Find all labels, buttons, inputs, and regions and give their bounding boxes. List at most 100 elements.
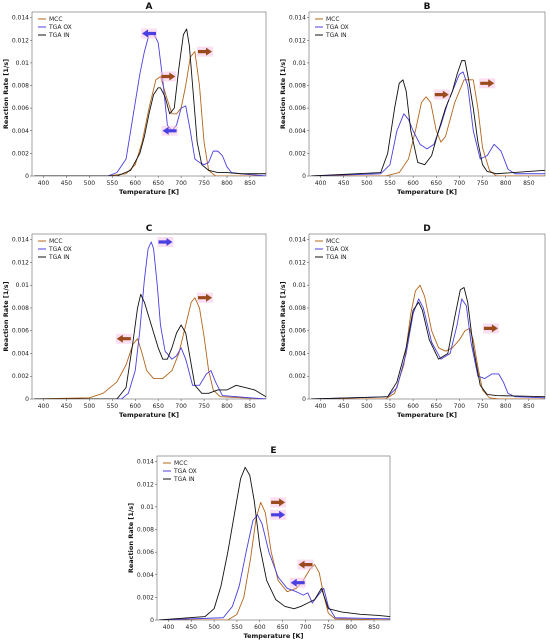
x-tick-label: 650 bbox=[152, 403, 164, 410]
x-axis-label: Temperature [K] bbox=[397, 188, 457, 196]
x-tick-label: 550 bbox=[384, 180, 396, 187]
plot-frame bbox=[31, 233, 267, 400]
series-line-mcc bbox=[311, 79, 545, 176]
x-tick-label: 650 bbox=[431, 403, 443, 410]
y-tick-label: 0 bbox=[25, 173, 29, 180]
series-line-mcc bbox=[159, 501, 390, 620]
legend-entry: TGA IN bbox=[325, 32, 347, 39]
x-tick-label: 600 bbox=[130, 180, 142, 187]
chart-panel-C: C 400 450 500 550 600 650 700 750 800 850 0 0.002 0.0… bbox=[2, 224, 267, 419]
x-axis-label: Temperature [K] bbox=[397, 411, 457, 419]
chart-panel-E: E 400 450 500 550 600 650 700 750 800 850 0 0.002 0.0… bbox=[127, 446, 391, 640]
chart-panel-B: B 400 450 500 550 600 650 700 750 800 850 0 0.002 0.0… bbox=[279, 2, 546, 196]
series-line-tga-in bbox=[311, 287, 545, 399]
y-tick-label: 0.01 bbox=[16, 60, 30, 67]
x-tick-label: 750 bbox=[198, 180, 210, 187]
series-line-tga-ox bbox=[34, 33, 266, 176]
y-tick-label: 0.006 bbox=[12, 328, 29, 335]
legend-entry: MCC bbox=[49, 238, 63, 245]
y-tick-label: 0.012 bbox=[289, 259, 306, 266]
x-tick-label: 800 bbox=[221, 403, 233, 410]
brown-arrow-right-icon bbox=[433, 89, 450, 100]
x-tick-label: 800 bbox=[500, 180, 512, 187]
y-tick-label: 0.006 bbox=[289, 328, 306, 335]
legend-entry: TGA IN bbox=[173, 476, 195, 483]
y-tick-label: 0.008 bbox=[289, 83, 306, 90]
y-tick-label: 0.004 bbox=[289, 128, 306, 135]
legend-entry: TGA OX bbox=[325, 246, 349, 253]
y-axis-label: Reaction Rate [1/s] bbox=[2, 281, 10, 351]
x-tick-label: 700 bbox=[300, 624, 312, 631]
legend-entry: TGA OX bbox=[173, 468, 197, 475]
y-axis-label: Reaction Rate [1/s] bbox=[127, 503, 135, 573]
x-axis-label: Temperature [K] bbox=[119, 188, 179, 196]
x-tick-label: 700 bbox=[454, 403, 466, 410]
x-tick-label: 850 bbox=[523, 180, 535, 187]
legend-entry: TGA IN bbox=[48, 254, 70, 261]
y-tick-label: 0.002 bbox=[12, 373, 29, 380]
y-tick-label: 0.014 bbox=[289, 15, 306, 22]
x-tick-label: 650 bbox=[152, 180, 164, 187]
series-line-tga-in bbox=[159, 466, 390, 620]
x-tick-label: 550 bbox=[384, 403, 396, 410]
x-tick-label: 450 bbox=[61, 403, 73, 410]
y-tick-label: 0 bbox=[25, 396, 29, 403]
x-tick-label: 400 bbox=[163, 624, 175, 631]
x-tick-label: 750 bbox=[477, 180, 489, 187]
x-tick-label: 600 bbox=[254, 624, 266, 631]
y-tick-label: 0.004 bbox=[137, 572, 154, 579]
legend-entry: TGA OX bbox=[325, 24, 349, 31]
x-tick-label: 650 bbox=[431, 180, 443, 187]
x-tick-label: 500 bbox=[84, 403, 96, 410]
x-tick-label: 450 bbox=[61, 180, 73, 187]
y-tick-label: 0.012 bbox=[289, 37, 306, 44]
y-tick-label: 0.006 bbox=[137, 549, 154, 556]
y-tick-label: 0.008 bbox=[289, 305, 306, 312]
y-tick-label: 0.014 bbox=[12, 15, 29, 22]
x-tick-label: 750 bbox=[477, 403, 489, 410]
y-tick-label: 0.002 bbox=[12, 150, 29, 157]
series-line-mcc bbox=[311, 284, 545, 399]
y-tick-label: 0.002 bbox=[289, 373, 306, 380]
series-line-tga-in bbox=[311, 60, 545, 176]
series-line-mcc bbox=[34, 51, 266, 176]
y-tick-label: 0.006 bbox=[12, 105, 29, 112]
x-tick-label: 450 bbox=[338, 180, 350, 187]
y-tick-label: 0 bbox=[150, 617, 154, 624]
y-tick-label: 0.004 bbox=[12, 350, 29, 357]
chart-panel-A: A 400 450 500 550 600 650 700 750 800 850 0 0.002 0.0… bbox=[2, 2, 267, 196]
x-tick-label: 800 bbox=[500, 403, 512, 410]
y-tick-label: 0.008 bbox=[137, 527, 154, 534]
y-tick-label: 0.006 bbox=[289, 105, 306, 112]
x-tick-label: 400 bbox=[315, 180, 327, 187]
brown-arrow-right-icon bbox=[479, 78, 496, 89]
blue-arrow-left-icon bbox=[161, 125, 178, 136]
brown-arrow-right-icon bbox=[196, 292, 213, 303]
series-line-tga-ox bbox=[311, 298, 545, 399]
x-tick-label: 400 bbox=[38, 403, 50, 410]
y-tick-label: 0.01 bbox=[16, 282, 30, 289]
y-tick-label: 0.012 bbox=[12, 259, 29, 266]
y-tick-label: 0.004 bbox=[12, 128, 29, 135]
y-tick-label: 0.004 bbox=[289, 350, 306, 357]
panel-title: C bbox=[146, 224, 153, 234]
panel-title: D bbox=[423, 224, 430, 234]
legend-entry: MCC bbox=[326, 16, 340, 23]
y-tick-label: 0.008 bbox=[12, 305, 29, 312]
x-tick-label: 400 bbox=[315, 403, 327, 410]
legend-entry: TGA IN bbox=[48, 32, 70, 39]
blue-arrow-left-icon bbox=[141, 28, 157, 39]
x-tick-label: 500 bbox=[208, 624, 220, 631]
x-tick-label: 800 bbox=[345, 624, 357, 631]
x-tick-label: 600 bbox=[407, 180, 419, 187]
plot-frame bbox=[308, 233, 546, 400]
x-tick-label: 550 bbox=[107, 180, 119, 187]
x-tick-label: 450 bbox=[186, 624, 198, 631]
x-tick-label: 500 bbox=[84, 180, 96, 187]
y-tick-label: 0.01 bbox=[293, 282, 307, 289]
plot-frame bbox=[156, 455, 391, 621]
panel-title: A bbox=[146, 2, 153, 12]
y-tick-label: 0.008 bbox=[12, 83, 29, 90]
x-tick-label: 450 bbox=[338, 403, 350, 410]
legend-entry: MCC bbox=[49, 16, 63, 23]
